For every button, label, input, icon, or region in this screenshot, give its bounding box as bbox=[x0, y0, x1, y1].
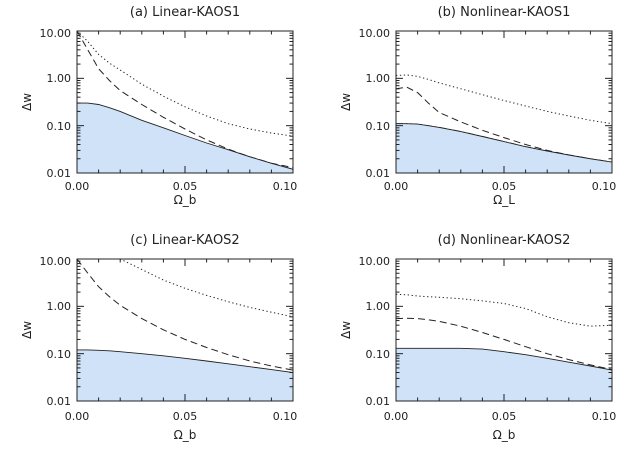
y-tick-label: 0.01 bbox=[366, 395, 391, 408]
panel-title: (c) Linear-KAOS2 bbox=[130, 233, 239, 248]
y-tick-label: 1.00 bbox=[366, 72, 391, 85]
y-tick-label: 0.01 bbox=[47, 167, 72, 180]
y-tick-label: 0.10 bbox=[366, 348, 391, 361]
panel-c: (c) Linear-KAOS2 Δw Ω_b 0.00 0.05 0.10 0… bbox=[20, 233, 297, 442]
x-tick-label: 0.10 bbox=[592, 180, 617, 193]
filled-region bbox=[76, 102, 294, 174]
y-tick-label: 10.00 bbox=[40, 27, 72, 40]
x-tick-label: 0.10 bbox=[273, 180, 298, 193]
y-tick-label: 0.10 bbox=[47, 348, 72, 361]
x-axis-label: Ω_b bbox=[174, 193, 197, 207]
y-axis-label: Δw bbox=[339, 321, 353, 339]
series-line-dotted bbox=[395, 293, 613, 327]
x-axis-label: Ω_b bbox=[174, 428, 197, 442]
x-tick-label: 0.00 bbox=[65, 180, 90, 193]
series-line-dotted bbox=[77, 258, 294, 318]
y-axis-label: Δw bbox=[20, 93, 34, 111]
x-tick-label: 0.05 bbox=[173, 410, 198, 423]
y-tick-label: 1.00 bbox=[47, 72, 72, 85]
filled-region bbox=[76, 349, 294, 402]
series-line-dashed bbox=[395, 317, 613, 371]
series-line-dashed bbox=[76, 258, 294, 371]
y-axis-label: Δw bbox=[20, 321, 34, 339]
y-tick-label: 10.00 bbox=[359, 255, 391, 268]
y-tick-label: 10.00 bbox=[359, 27, 391, 40]
y-tick-label: 0.10 bbox=[47, 120, 72, 133]
panel-a: (a) Linear-KAOS1 Δw Ω_b 0.00 0.05 0.10 0… bbox=[20, 5, 297, 207]
filled-region bbox=[395, 123, 613, 174]
y-tick-label: 0.10 bbox=[366, 120, 391, 133]
x-tick-label: 0.05 bbox=[492, 410, 517, 423]
x-tick-label: 0.05 bbox=[492, 180, 517, 193]
y-axis-label: Δw bbox=[339, 93, 353, 111]
x-tick-label: 0.00 bbox=[384, 410, 409, 423]
panel-title: (d) Nonlinear-KAOS2 bbox=[438, 233, 571, 248]
y-tick-label: 0.01 bbox=[47, 395, 72, 408]
panel-b: (b) Nonlinear-KAOS1 Δw Ω_L 0.00 0.05 0.1… bbox=[339, 5, 616, 207]
x-tick-label: 0.00 bbox=[65, 410, 90, 423]
x-axis-label: Ω_b bbox=[493, 428, 516, 442]
panel-d: (d) Nonlinear-KAOS2 Δw Ω_b 0.00 0.05 0.1… bbox=[339, 233, 616, 442]
y-tick-label: 1.00 bbox=[47, 300, 72, 313]
series-line-dotted bbox=[395, 74, 613, 125]
x-axis-label: Ω_L bbox=[493, 193, 515, 207]
filled-region bbox=[395, 347, 613, 402]
panel-title: (a) Linear-KAOS1 bbox=[130, 5, 240, 20]
series-line-dotted bbox=[76, 30, 294, 137]
panel-title: (b) Nonlinear-KAOS1 bbox=[438, 5, 571, 20]
x-tick-label: 0.05 bbox=[173, 180, 198, 193]
y-tick-label: 1.00 bbox=[366, 300, 391, 313]
y-tick-label: 0.01 bbox=[366, 167, 391, 180]
y-tick-label: 10.00 bbox=[40, 255, 72, 268]
x-tick-label: 0.00 bbox=[384, 180, 409, 193]
x-tick-label: 0.10 bbox=[592, 410, 617, 423]
x-tick-label: 0.10 bbox=[273, 410, 298, 423]
